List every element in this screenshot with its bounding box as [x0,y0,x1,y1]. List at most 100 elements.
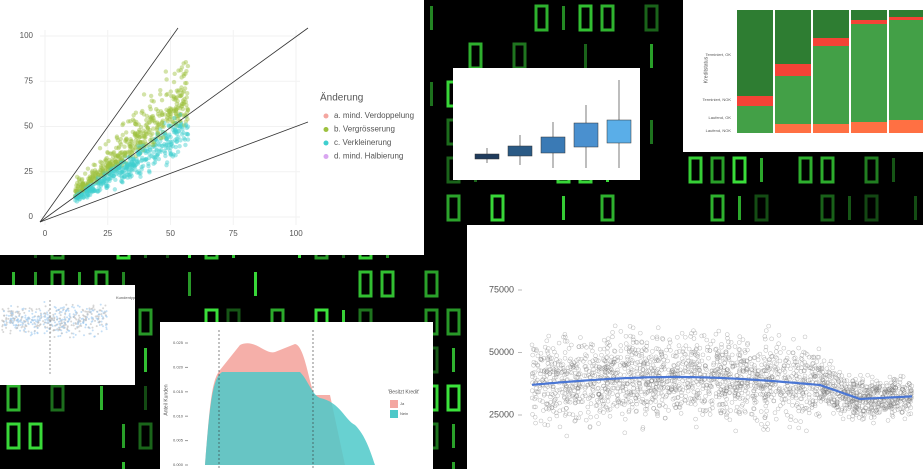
scatter-point [103,166,108,171]
matrix-digit [78,272,81,296]
strip-point [52,313,55,316]
scatter-point [176,88,181,93]
scatter-point [151,99,156,104]
scatter-point [117,165,122,170]
strip-point [14,324,17,327]
scatter-point [178,112,183,118]
strip-point [70,324,73,327]
scatter-point [106,164,112,169]
scatter-point [164,117,169,122]
scatter-point [127,159,132,164]
scatter-point [173,128,178,133]
scatter-point [104,165,109,170]
scatter-point [82,171,88,176]
scatter-point [158,127,163,132]
legend-label: b. Vergrösserung [334,125,395,134]
scatter-point [166,112,171,118]
scatter-point [127,142,132,147]
scatter-point [80,181,85,186]
scatter-point [109,151,114,156]
scatter-point [168,111,174,116]
scatter-point [131,148,136,153]
scatter-point [133,121,138,127]
scatter-point [171,108,177,114]
scatter-point [89,177,94,182]
scatter-point [179,123,184,128]
scatter-point [122,151,128,156]
scatter-point [90,185,96,191]
scatter-point [134,119,139,125]
scatter-point [143,157,149,162]
scatter-point [111,173,116,179]
scatter-point [117,172,122,178]
scatter-point [137,151,142,156]
scatter-point [173,97,178,102]
strip-point [1,328,4,331]
strip-point [64,321,67,324]
scatter-point [124,162,130,167]
scatter-point [118,164,123,169]
scatter-point [171,121,177,126]
scatter-point [117,165,122,170]
scatter-point [185,131,190,137]
scatter-point [171,79,177,85]
scatter-point [149,153,154,159]
scatter-point [176,135,181,140]
strip-point [74,327,77,330]
scatter-point [165,112,171,117]
scatter-point [113,162,118,167]
stack-segment [813,38,849,46]
strip-point [27,323,30,326]
strip-point [36,331,39,334]
scatter-point [107,157,112,163]
strip-point [25,318,28,321]
scatter-point [162,150,168,156]
scatter-point [100,169,105,175]
strip-point [2,330,5,333]
scatter-point [114,135,120,141]
scatter-point [147,151,152,157]
scatter-point [156,156,162,162]
matrix-digit [50,384,65,412]
y-tick-label: Terminiert, OK [705,52,731,57]
strip-point [44,318,47,321]
strip-point [57,335,60,338]
scatter-point [119,169,125,174]
scatter-point [133,144,139,150]
scatter-point [117,140,123,145]
scatter-point [175,98,180,104]
scatter-point [135,133,140,139]
scatter-point [174,88,180,93]
scatter-point [172,126,178,132]
scatter-point [90,188,95,193]
scatter-point [111,169,117,174]
scatter-point [164,135,170,141]
scatter-point [98,159,103,165]
stack-segment [889,17,923,20]
scatter-point [80,181,85,186]
strip-point [38,319,41,322]
scatter-point [158,87,163,93]
box [540,136,566,154]
scatter-point [173,127,179,133]
scatter-point [78,184,84,190]
strip-point [67,307,70,310]
scatter-point [150,113,156,119]
scatter-point [133,137,139,143]
scatter-point [124,136,129,141]
scatter-point [174,139,180,144]
matrix-digit [468,42,483,70]
scatter-point [183,99,188,105]
scatter-point [93,175,98,181]
strip-point [102,325,105,328]
matrix-digit [452,462,455,469]
scatter-point [164,137,170,142]
scatter-point [84,189,90,194]
scatter-point [92,176,97,182]
box [474,153,500,160]
scatter-point [162,148,167,154]
scatter-point [74,199,80,204]
matrix-digit [452,424,455,448]
strip-point [59,334,62,337]
strip-point [27,316,30,319]
